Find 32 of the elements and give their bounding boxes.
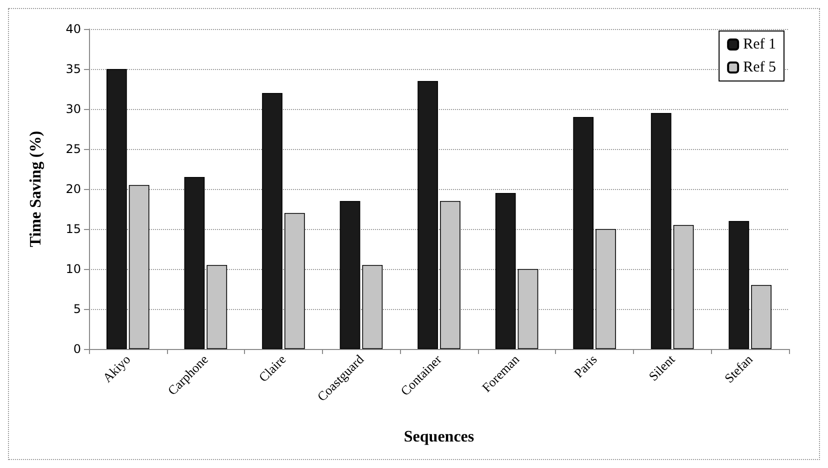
bar	[262, 93, 282, 349]
bar	[362, 265, 383, 349]
y-tick-label: 35	[66, 62, 81, 76]
bar	[673, 225, 694, 349]
bar	[184, 177, 205, 349]
y-tick-label: 10	[66, 262, 81, 276]
bar	[596, 229, 616, 349]
legend-label: Ref 1	[743, 36, 776, 52]
bar	[418, 81, 438, 349]
bar	[518, 269, 538, 349]
bar	[440, 201, 460, 349]
bar	[106, 69, 127, 349]
bar	[495, 193, 516, 349]
bar	[206, 265, 228, 349]
bar	[728, 221, 750, 349]
x-tick-label: Paris	[570, 352, 600, 381]
x-axis-title: Sequences	[404, 428, 474, 446]
bar	[128, 185, 150, 349]
bar	[751, 285, 772, 349]
y-tick-label: 15	[66, 222, 81, 236]
y-tick-label: 0	[73, 342, 81, 356]
legend-label: Ref 5	[743, 60, 776, 76]
y-tick-label: 25	[66, 142, 81, 156]
y-tick-label: 20	[66, 182, 81, 196]
y-axis-title: Time Saving (%)	[28, 130, 44, 248]
y-tick-label: 5	[73, 302, 81, 316]
bar	[573, 117, 594, 349]
y-tick-label: 40	[66, 22, 81, 36]
y-tick-label: 30	[66, 102, 81, 116]
bar	[340, 201, 360, 349]
bar	[650, 113, 672, 349]
bar	[284, 213, 305, 349]
